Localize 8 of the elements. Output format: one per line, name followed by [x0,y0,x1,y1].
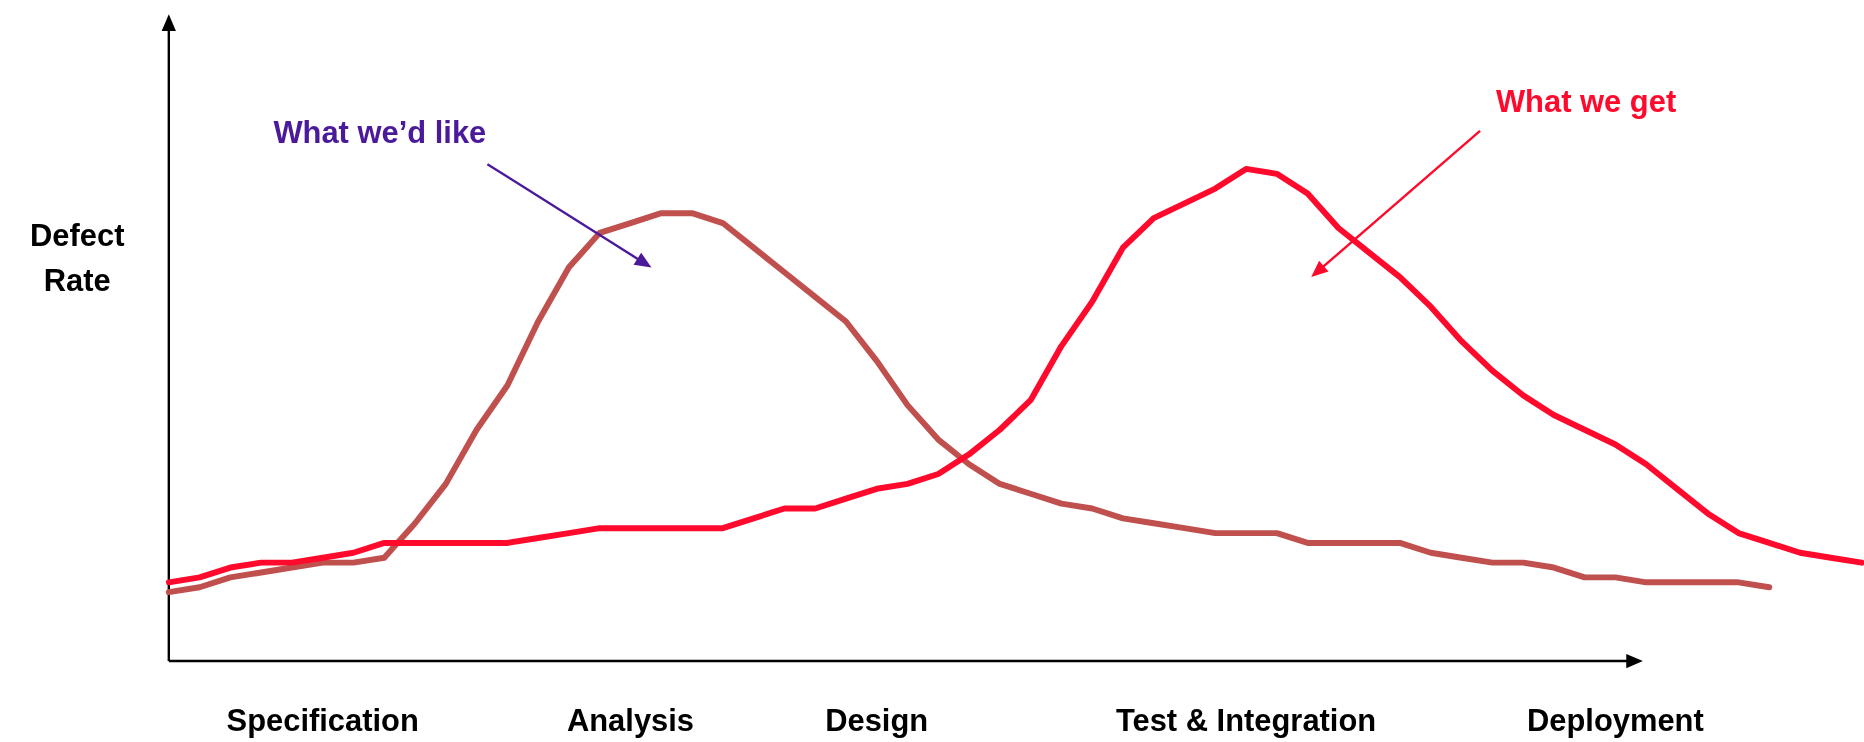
x-tick-label: Specification [226,703,419,739]
text: What we get [1495,83,1677,119]
y-axis-title: Defect Rate [30,218,125,299]
text: What we’d like [273,114,487,150]
x-tick-label: Test & Integration [1115,703,1377,739]
x-tick-label: Deployment [1527,703,1704,739]
x-tick-label: Design [825,703,929,739]
x-tick-label: Analysis [566,703,695,739]
